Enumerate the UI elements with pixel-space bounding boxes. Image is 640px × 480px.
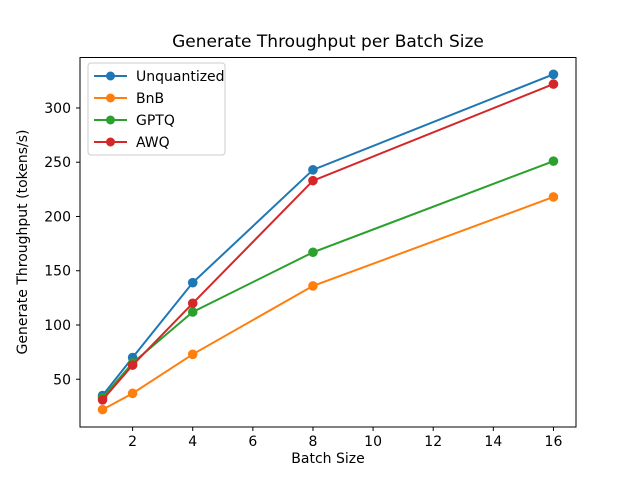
x-tick-label: 14 (484, 434, 502, 450)
chart-title: Generate Throughput per Batch Size (172, 32, 484, 52)
legend-label: GPTQ (136, 113, 175, 129)
data-point-awq (127, 360, 138, 370)
legend-marker (106, 93, 115, 103)
y-axis-label: Generate Throughput (tokens/s) (15, 130, 31, 355)
data-point-gptq (548, 156, 559, 166)
legend-label: BnB (136, 91, 164, 107)
legend-box (87, 62, 226, 156)
y-tick-label: 50 (53, 372, 71, 388)
data-point-awq (97, 395, 108, 405)
x-tick-label: 6 (248, 434, 257, 450)
data-point-awq (187, 298, 198, 309)
data-point-bnb (97, 404, 108, 415)
data-point-awq (548, 79, 559, 89)
x-tick-label: 10 (364, 434, 382, 450)
x-axis-label: Batch Size (291, 451, 364, 467)
series-awq (97, 79, 559, 405)
data-point-gptq (187, 307, 198, 317)
y-tick-label: 150 (44, 264, 71, 280)
legend-item-gptq: GPTQ (94, 113, 175, 129)
legend-marker (106, 71, 115, 81)
data-point-bnb (308, 281, 318, 291)
data-point-unquantized (548, 69, 559, 80)
data-point-bnb (127, 388, 138, 399)
data-point-bnb (187, 349, 198, 360)
data-point-awq (308, 175, 318, 186)
y-tick-label: 250 (44, 155, 71, 171)
y-tick-label: 300 (44, 101, 71, 117)
legend-label: Unquantized (136, 69, 225, 85)
x-tick-label: 12 (424, 434, 442, 450)
x-tick-label: 16 (545, 434, 563, 450)
legend-label: AWQ (136, 135, 170, 151)
y-tick-label: 100 (44, 318, 71, 334)
y-axis: 50 100 150 200 250 300 (44, 101, 80, 388)
x-tick-label: 4 (188, 434, 197, 450)
data-point-gptq (308, 247, 318, 258)
legend-item-unquantized: Unquantized (94, 69, 225, 85)
data-point-unquantized (308, 165, 318, 175)
series-bnb (97, 192, 559, 415)
legend-item-awq: AWQ (94, 135, 170, 151)
x-tick-label: 8 (309, 434, 318, 450)
legend: Unquantized BnB GPTQ AWQ (87, 62, 226, 156)
x-axis: 2 4 6 8 10 12 14 16 (128, 427, 562, 450)
data-point-bnb (548, 192, 559, 202)
axes-frame (79, 57, 577, 428)
x-tick-label: 2 (128, 434, 137, 450)
data-point-unquantized (187, 277, 198, 288)
legend-marker (106, 137, 115, 147)
y-tick-label: 200 (44, 209, 71, 225)
series-line-bnb (102, 196, 554, 411)
legend-item-bnb: BnB (94, 91, 164, 107)
legend-marker (106, 115, 115, 125)
